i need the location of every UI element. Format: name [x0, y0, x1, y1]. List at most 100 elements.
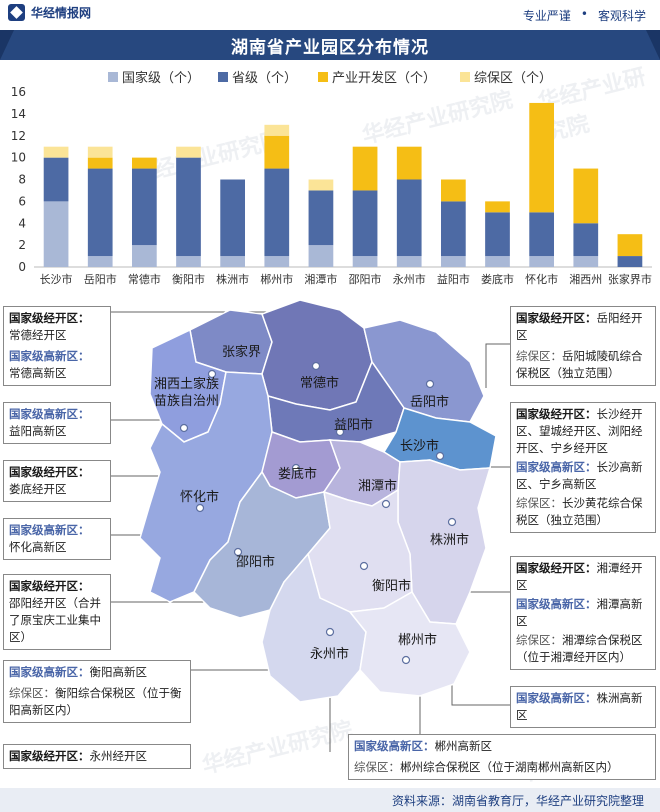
city-dot-xiangxi[interactable]	[179, 423, 189, 433]
bar-segment	[176, 157, 201, 257]
city-dot-hengyang[interactable]	[359, 561, 369, 571]
hitech-row: 国家级高新区：湘潭高新区	[516, 596, 650, 630]
region-changde[interactable]	[261, 299, 373, 411]
value-national-etdz: 常德经开区	[9, 328, 67, 342]
source-footer: 资料来源：湖南省教育厅，华经产业研究院整理	[0, 788, 660, 812]
label-national-etdz: 国家级经开区：	[516, 311, 597, 325]
city-dot-chenzhou[interactable]	[401, 655, 411, 665]
x-tick-label: 湘潭市	[304, 272, 337, 286]
x-tick-label: 怀化市	[525, 272, 558, 286]
label-national-etdz: 国家级经开区：	[516, 561, 597, 575]
brand-logo[interactable]: 华经情报网	[8, 4, 91, 21]
x-tick-label: 常德市	[128, 272, 161, 286]
label-national-etdz: 国家级经开区：	[9, 311, 90, 325]
x-tick-label: 永州市	[393, 272, 426, 286]
value-national-hitech: 益阳高新区	[9, 424, 67, 438]
label-bonded-zone: 综保区：	[354, 760, 400, 774]
bar-segment	[396, 256, 422, 267]
label-yiyang: 益阳市	[334, 417, 373, 433]
label-hengyang: 衡阳市	[372, 578, 411, 594]
x-tick-label: 张家界市	[608, 272, 652, 286]
city-dot-yueyang[interactable]	[425, 379, 435, 389]
etdz-row: 国家级经开区：岳阳经开区	[516, 310, 650, 344]
x-tick-label: 邵阳市	[349, 272, 382, 286]
hitech-row: 国家级高新区：郴州高新区	[354, 738, 650, 755]
city-dot-loudi[interactable]	[291, 463, 301, 473]
bar-segment	[264, 256, 290, 267]
bar-segment	[308, 245, 334, 267]
region-chenzhou[interactable]	[348, 590, 471, 697]
bar-segment	[131, 245, 157, 267]
legend-label: 国家级（个）	[122, 70, 200, 86]
bar-segment	[264, 168, 290, 257]
value-national-hitech: 长沙高新区、宁乡高新区	[516, 460, 643, 491]
label-national-hitech: 国家级高新区：衡阳高新区	[9, 664, 185, 681]
city-dot-changsha[interactable]	[435, 451, 445, 461]
etdz-row: 国家级经开区：永州经开区	[9, 748, 185, 765]
city-dot-yongzhou[interactable]	[325, 627, 335, 637]
x-tick-label: 湘西州	[569, 272, 602, 286]
chart-bars	[43, 102, 643, 267]
x-tick-label: 株洲市	[216, 272, 249, 286]
legend-label: 省级（个）	[232, 71, 297, 86]
value-national-hitech: 常德高新区	[9, 366, 67, 380]
bonded-row: 综保区：湘潭综合保税区（位于湘潭经开区内）	[516, 632, 650, 666]
label-yongzhou: 永州市	[310, 646, 349, 662]
bar-segment	[573, 223, 599, 257]
bar-segment	[352, 256, 378, 267]
y-tick-label: 2	[18, 238, 26, 252]
info-box-zhuzhou: 国家级高新区：株洲高新区	[510, 686, 656, 728]
label-changde: 常德市	[300, 375, 339, 391]
slogan-separator: •	[580, 7, 588, 21]
info-box-yiyang: 国家级高新区： 益阳高新区	[3, 402, 111, 444]
label-yueyang: 岳阳市	[410, 394, 449, 410]
bar-segment	[617, 256, 643, 267]
label-xiangtan: 湘潭市	[358, 478, 397, 494]
label-national-hitech-text: 国家级高新区：	[9, 665, 90, 679]
bonded-row: 综保区：岳阳城陵矶综合保税区（独立范围）	[516, 348, 650, 382]
label-xiangxi-2: 苗族自治州	[154, 393, 219, 409]
value-national-etdz: 娄底经开区	[9, 482, 67, 496]
value-bonded-zone: 郴州综合保税区（位于湖南郴州高新区内）	[400, 760, 619, 774]
etdz-row: 国家级经开区：湘潭经开区	[516, 560, 650, 594]
info-box-loudi: 国家级经开区： 娄底经开区	[3, 460, 111, 502]
city-dot-huaihua[interactable]	[195, 503, 205, 513]
bar-segment	[396, 146, 422, 180]
bar-segment	[352, 190, 378, 257]
bar-segment	[43, 146, 69, 158]
info-box-huaihua: 国家级高新区： 怀化高新区	[3, 518, 111, 560]
label-zhangjiajie: 张家界	[222, 344, 261, 360]
title-bar: 湖南省产业园区分布情况	[0, 30, 660, 60]
city-dot-zhuzhou[interactable]	[447, 517, 457, 527]
info-box-hengyang: 国家级高新区：衡阳高新区 综保区：衡阳综合保税区（位于衡阳高新区内）	[3, 660, 191, 723]
city-dot-yiyang[interactable]	[335, 427, 345, 437]
connector-yueyang	[485, 343, 510, 388]
city-dot-changde[interactable]	[311, 361, 321, 371]
bar-segment	[43, 157, 69, 202]
value-national-hitech: 郴州高新区	[434, 739, 493, 753]
bar-segment	[264, 135, 290, 169]
y-tick-label: 4	[18, 216, 26, 230]
label-chenzhou: 郴州市	[398, 632, 437, 648]
bar-segment	[396, 179, 422, 257]
bar-segment	[529, 102, 555, 213]
hitech-row: 国家级高新区：株洲高新区	[516, 690, 650, 724]
y-tick-label: 8	[18, 173, 26, 187]
city-dot-shaoyang[interactable]	[233, 547, 243, 557]
value-national-etdz: 邵阳经开区（合并了原宝庆工业集中区）	[9, 596, 101, 644]
label-loudi: 娄底市	[278, 466, 317, 482]
city-dot-xiangtan[interactable]	[381, 499, 391, 509]
x-tick-label: 郴州市	[260, 272, 293, 286]
city-dots	[179, 361, 457, 665]
bar-segment	[87, 157, 113, 169]
bar-segment	[220, 256, 246, 267]
bar-segment	[131, 157, 157, 169]
bar-segment	[440, 179, 466, 202]
city-dot-zhangjiajie[interactable]	[207, 369, 217, 379]
bonded-row: 综保区：长沙黄花综合保税区（独立范围）	[516, 495, 650, 529]
x-tick-label: 益阳市	[437, 272, 470, 286]
bar-segment	[485, 212, 510, 257]
page-title: 湖南省产业园区分布情况	[231, 37, 429, 58]
bar-segment	[87, 168, 113, 257]
label-national-etdz: 国家级经开区：	[516, 407, 597, 421]
